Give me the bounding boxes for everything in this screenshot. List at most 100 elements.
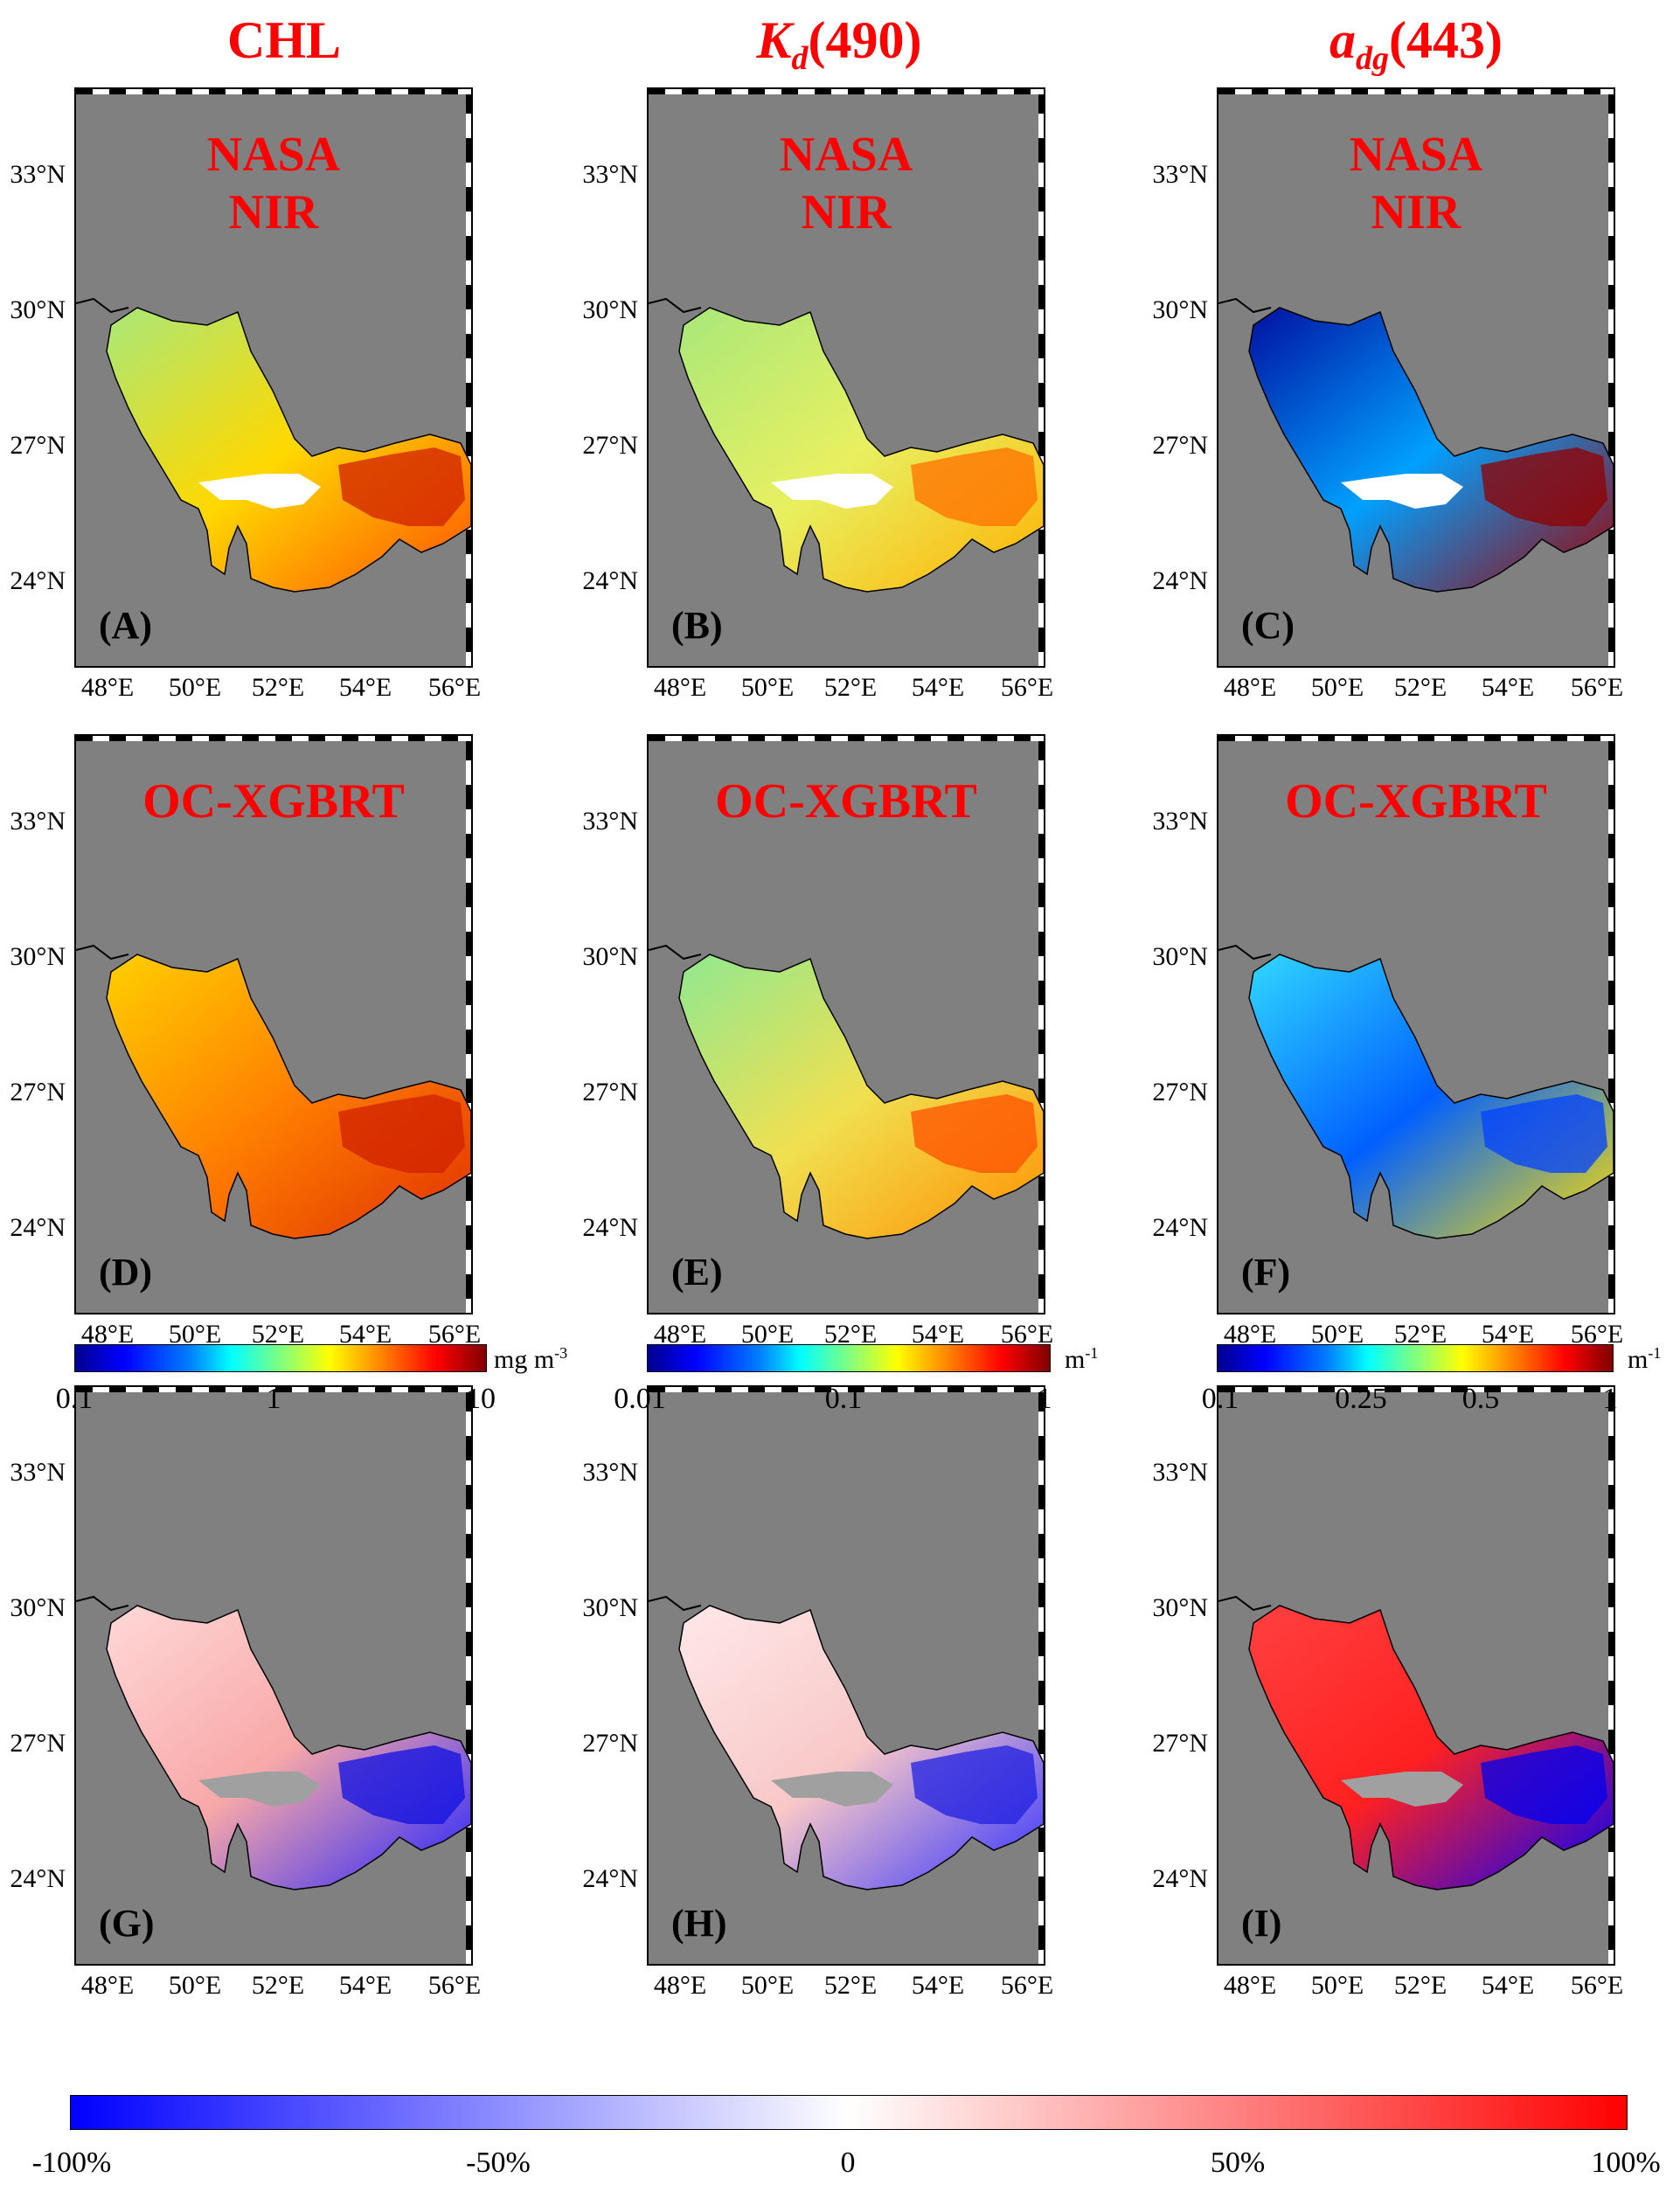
frame-tick xyxy=(466,736,471,760)
frame-tick xyxy=(466,834,471,858)
gulf-map xyxy=(1218,1387,1614,1964)
frame-tick xyxy=(466,1876,471,1901)
gulf-water xyxy=(106,954,471,1239)
frame-tick xyxy=(997,1387,1014,1392)
frame-tick xyxy=(1608,760,1614,785)
frame-tick xyxy=(715,736,732,741)
colorbar-relative-difference xyxy=(70,2095,1628,2130)
frame-tick xyxy=(1031,1387,1044,1392)
frame-tick xyxy=(292,1387,309,1392)
model-label: OC-XGBRT xyxy=(649,773,1044,830)
frame-tick xyxy=(159,89,176,94)
colorbar-kd490-tick: 1 xyxy=(1037,1383,1052,1415)
longitude-tick-label: 50°E xyxy=(740,1971,795,2000)
frame-tick xyxy=(375,736,392,741)
frame-tick xyxy=(142,736,159,741)
frame-tick xyxy=(159,736,176,741)
frame-tick xyxy=(1608,579,1614,603)
frame-tick xyxy=(466,652,471,666)
frame-tick xyxy=(1038,1201,1044,1225)
frame-tick xyxy=(93,89,109,94)
frame-tick xyxy=(1401,89,1418,94)
frame-tick xyxy=(1608,1030,1614,1054)
frame-tick xyxy=(466,1730,471,1754)
frame-tick xyxy=(1608,1299,1614,1313)
longitude-tick-label: 52°E xyxy=(823,1971,878,2000)
longitude-tick-label: 56°E xyxy=(1570,1320,1624,1349)
frame-tick xyxy=(1608,236,1614,260)
gulf-no-data-region xyxy=(198,474,321,509)
frame-tick xyxy=(898,89,914,94)
frame-tick xyxy=(1608,114,1614,138)
coastline xyxy=(649,944,702,961)
gulf-east-region xyxy=(1481,1745,1607,1824)
frame-tick xyxy=(109,89,126,94)
frame-tick xyxy=(1318,1387,1335,1392)
frame-tick xyxy=(1218,1387,1235,1392)
longitude-tick-label: 48°E xyxy=(80,1971,135,2000)
longitude-tick-label: 50°E xyxy=(1310,1971,1364,2000)
frame-tick xyxy=(1608,334,1614,358)
frame-tick xyxy=(1608,407,1614,432)
frame-tick xyxy=(1484,89,1501,94)
frame-tick xyxy=(1517,736,1534,741)
coastline xyxy=(649,297,702,314)
frame-tick xyxy=(466,1460,471,1485)
gulf-water xyxy=(678,307,1044,593)
frame-tick xyxy=(441,1387,458,1392)
frame-tick xyxy=(358,1387,375,1392)
frame-tick xyxy=(698,736,715,741)
frame-tick xyxy=(1038,1079,1044,1103)
frame-tick xyxy=(1368,89,1385,94)
gulf-water xyxy=(1248,307,1614,593)
longitude-tick-label: 52°E xyxy=(823,1320,878,1349)
latitude-tick-label: 33°N xyxy=(1152,1458,1208,1487)
frame-tick xyxy=(1608,1558,1614,1583)
frame-tick xyxy=(466,907,471,932)
frame-tick xyxy=(1608,603,1614,628)
frame-tick xyxy=(466,334,471,358)
frame-tick xyxy=(466,1201,471,1225)
frame-tick xyxy=(466,956,471,981)
frame-tick xyxy=(649,736,665,741)
frame-tick xyxy=(1608,785,1614,809)
longitude-tick-label: 54°E xyxy=(338,1320,392,1349)
latitude-tick-label: 27°N xyxy=(10,1729,66,1758)
frame-tick xyxy=(931,1387,948,1392)
frame-tick xyxy=(1302,1387,1318,1392)
frame-tick xyxy=(864,89,881,94)
frame-tick xyxy=(1351,736,1368,741)
gulf-map xyxy=(76,736,471,1313)
frame-tick xyxy=(1038,956,1044,981)
frame-tick xyxy=(665,736,682,741)
longitude-tick-label: 52°E xyxy=(1393,673,1447,702)
frame-tick xyxy=(1608,138,1614,163)
frame-tick xyxy=(1608,1925,1614,1950)
frame-tick xyxy=(1318,736,1335,741)
frame-tick xyxy=(1608,554,1614,579)
frame-tick xyxy=(1534,736,1551,741)
frame-tick xyxy=(665,1387,682,1392)
frame-tick xyxy=(1608,1607,1614,1632)
model-label: NASA NIR xyxy=(649,126,1044,241)
frame-tick xyxy=(831,736,848,741)
latitude-tick-label: 30°N xyxy=(582,295,638,324)
frame-tick xyxy=(831,89,848,94)
frame-tick xyxy=(1608,1485,1614,1509)
frame-tick xyxy=(466,858,471,883)
frame-tick xyxy=(981,1387,997,1392)
colorbar-chl-tick: 1 xyxy=(266,1383,281,1415)
frame-tick xyxy=(242,1387,259,1392)
colorbar-chl-tick: 0.1 xyxy=(55,1383,94,1415)
longitude-tick-label: 54°E xyxy=(1481,1971,1535,2000)
frame-tick xyxy=(309,736,325,741)
frame-tick xyxy=(1608,736,1614,760)
frame-tick xyxy=(142,1387,159,1392)
longitude-tick-label: 56°E xyxy=(427,673,482,702)
colorbar-adg443 xyxy=(1217,1344,1614,1372)
frame-tick xyxy=(109,736,126,741)
frame-tick xyxy=(126,736,142,741)
frame-tick xyxy=(466,785,471,809)
frame-tick xyxy=(1608,1176,1614,1201)
frame-tick xyxy=(126,1387,142,1392)
